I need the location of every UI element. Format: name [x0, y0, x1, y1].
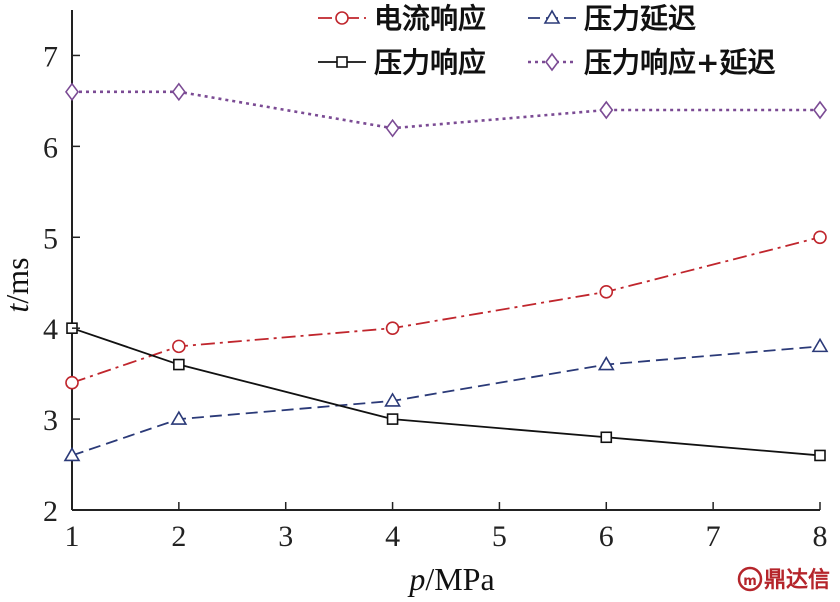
legend-label: 电流响应 — [374, 2, 486, 35]
data-point — [599, 285, 614, 299]
data-point — [813, 100, 827, 120]
x-tick-label: 2 — [171, 520, 186, 553]
x-tick-label: 3 — [278, 520, 293, 553]
watermark-text: 鼎达信 — [764, 567, 830, 593]
data-point — [385, 321, 400, 335]
x-axis-label: p/MPa — [407, 561, 494, 597]
data-point — [814, 449, 826, 462]
legend-item: 压力延迟 — [528, 2, 696, 35]
x-tick-label: 7 — [706, 520, 721, 553]
y-tick-label: 5 — [43, 222, 58, 255]
data-point — [813, 230, 827, 245]
x-tick-label: 8 — [813, 520, 828, 553]
data-point — [386, 413, 399, 425]
svg-text:m: m — [743, 574, 757, 589]
x-tick-label: 5 — [492, 520, 507, 553]
data-point — [597, 355, 615, 371]
data-point — [171, 82, 186, 102]
y-tick-label: 6 — [43, 131, 58, 164]
legend-item: 压力响应 — [318, 46, 486, 79]
data-point — [384, 392, 401, 407]
legend-marker — [543, 9, 561, 24]
data-point — [172, 339, 186, 354]
series-layer — [63, 82, 829, 462]
legend-marker — [335, 11, 349, 25]
y-tick-label: 3 — [43, 404, 58, 437]
x-tick-label: 4 — [385, 520, 400, 553]
data-point — [173, 358, 185, 371]
data-point — [600, 431, 613, 444]
series-2 — [66, 322, 826, 462]
plot-frame — [71, 10, 820, 511]
series-1 — [63, 337, 829, 462]
data-point — [170, 410, 188, 425]
data-point — [599, 100, 614, 120]
y-tick-label: 7 — [43, 40, 58, 73]
series-0 — [65, 230, 827, 390]
y-tick-label: 4 — [43, 313, 58, 346]
legend-item: 电流响应 — [318, 2, 486, 35]
legend-label: 压力响应+延迟 — [584, 46, 775, 79]
data-point — [811, 337, 829, 353]
x-tick-label: 6 — [599, 520, 614, 553]
series-3 — [65, 82, 827, 138]
legend-label: 压力延迟 — [584, 2, 696, 35]
data-point — [385, 118, 400, 138]
watermark-logo: m 鼎达信 — [737, 566, 830, 593]
y-tick-label: 2 — [43, 495, 58, 528]
legend-marker — [336, 56, 348, 68]
data-point — [65, 375, 79, 390]
series-line — [72, 90, 820, 130]
y-axis-label: t/ms — [0, 257, 35, 312]
x-tick-label: 1 — [65, 520, 80, 553]
legend-label: 压力响应 — [374, 46, 486, 79]
legend-marker — [545, 52, 559, 72]
legend-item: 压力响应+延迟 — [528, 46, 775, 79]
data-point — [63, 446, 81, 462]
data-point — [65, 82, 79, 102]
